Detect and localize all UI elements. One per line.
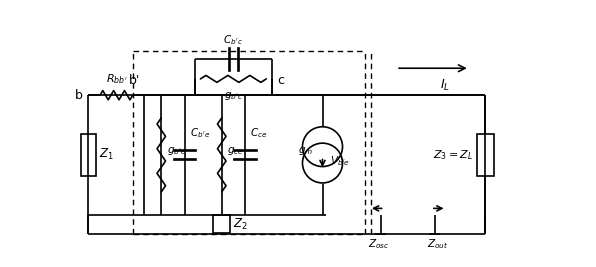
Text: b: b <box>74 89 82 102</box>
Text: $R_{bb'}$: $R_{bb'}$ <box>105 72 127 86</box>
Text: $g_{b'e}$: $g_{b'e}$ <box>167 145 186 157</box>
Text: $g_{b'c}$: $g_{b'c}$ <box>224 91 243 103</box>
Text: $Z_1$: $Z_1$ <box>100 147 114 162</box>
Text: $V_{b'e}$: $V_{b'e}$ <box>330 154 350 168</box>
Text: $C_{ce}$: $C_{ce}$ <box>250 126 268 140</box>
Text: $Z_{osc}$: $Z_{osc}$ <box>368 237 390 251</box>
Bar <box>80 134 96 176</box>
Text: $Z_2$: $Z_2$ <box>234 217 248 232</box>
Text: $Z_{out}$: $Z_{out}$ <box>427 237 449 251</box>
Text: $I_L$: $I_L$ <box>439 77 449 93</box>
Text: $Z_3=Z_L$: $Z_3=Z_L$ <box>433 148 474 162</box>
Text: b': b' <box>129 74 141 88</box>
Bar <box>213 215 230 233</box>
Text: $C_{b'e}$: $C_{b'e}$ <box>190 126 210 140</box>
Text: c: c <box>277 74 284 88</box>
Bar <box>477 134 493 176</box>
Text: $C_{b'c}$: $C_{b'c}$ <box>224 34 243 48</box>
Text: $g_{ce}$: $g_{ce}$ <box>227 145 244 157</box>
Text: $g_m$: $g_m$ <box>298 145 313 157</box>
